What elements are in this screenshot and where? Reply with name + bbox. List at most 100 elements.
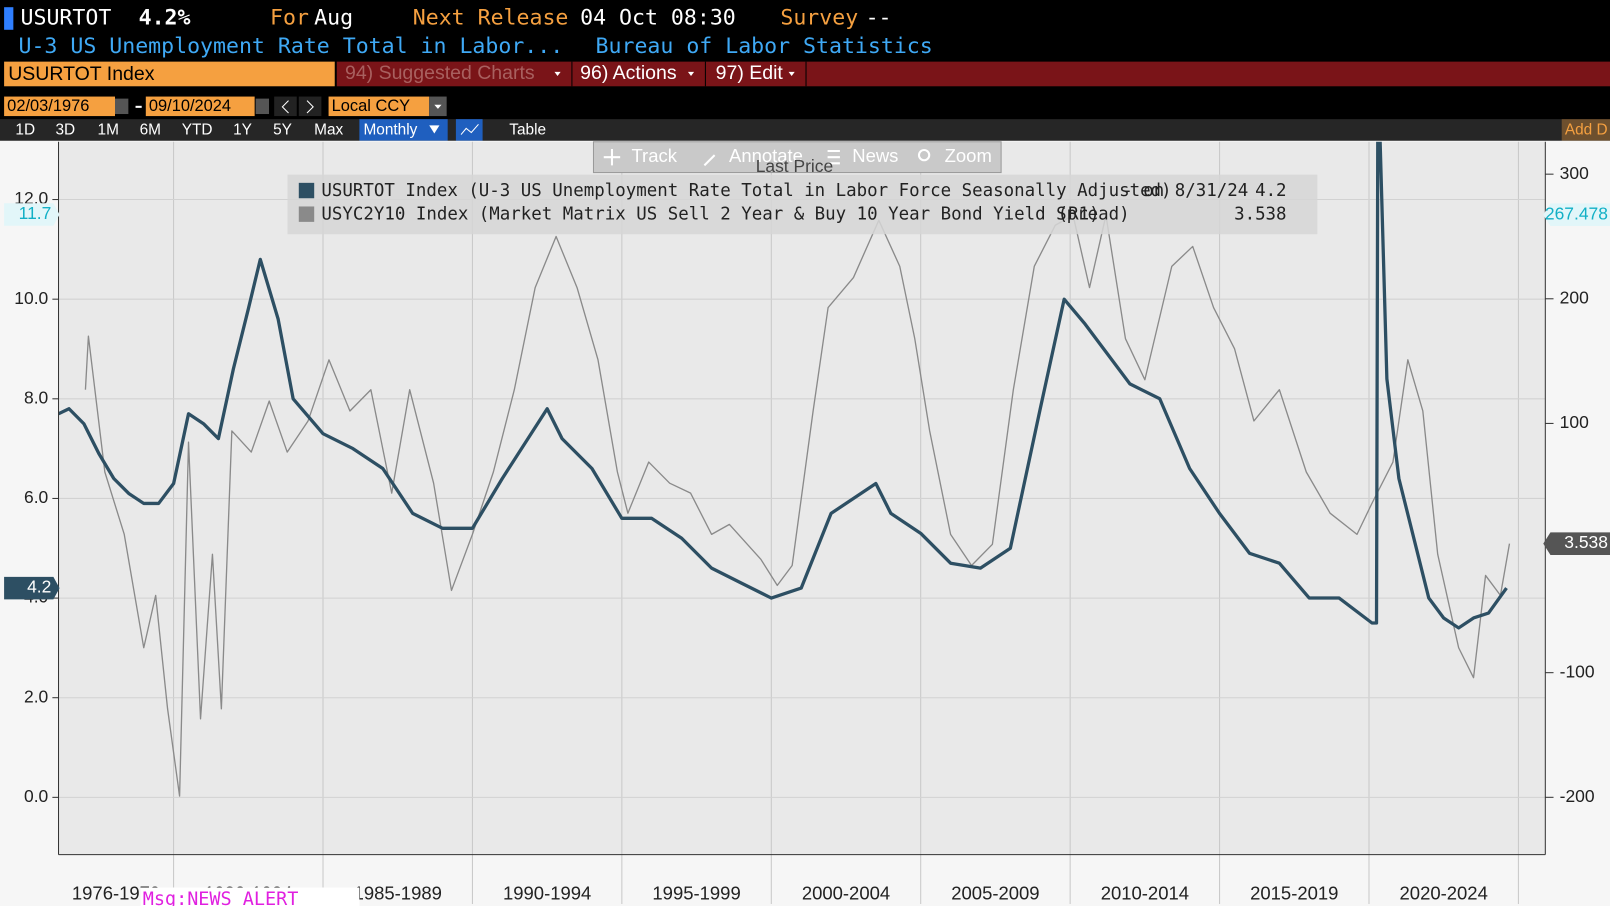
start-date-field[interactable] bbox=[4, 96, 116, 117]
legend-note: - on 8/31/24 bbox=[1122, 181, 1248, 201]
dropdown-arrow bbox=[434, 104, 442, 109]
x-period-label: 2015-2019 bbox=[1250, 883, 1338, 904]
add-button[interactable] bbox=[1561, 119, 1610, 141]
frequency: Monthly bbox=[363, 122, 417, 139]
period-button[interactable]: 1M bbox=[98, 122, 119, 139]
y2-tick-label: 300 bbox=[1560, 163, 1589, 183]
release-value: 04 Oct 08:30 bbox=[580, 5, 736, 30]
chart-tools: Track Annotate News Zoom Last Price bbox=[287, 141, 1318, 235]
currency-field[interactable] bbox=[328, 96, 430, 117]
survey-value: -- bbox=[866, 5, 892, 30]
period-button[interactable]: 6M bbox=[140, 122, 161, 139]
series-line bbox=[84, 214, 1511, 797]
menu-bar bbox=[336, 61, 1610, 87]
start-date: 02/03/1976 bbox=[7, 97, 89, 115]
frequency-button[interactable] bbox=[359, 119, 448, 141]
y-tick-label: 12.0 bbox=[14, 188, 48, 208]
end-date-field[interactable] bbox=[145, 96, 255, 117]
prev-button[interactable] bbox=[274, 96, 297, 117]
header: USURTOT 4.2% For Aug Next Release 04 Oct… bbox=[4, 5, 933, 59]
menu[interactable]: 96) Actions bbox=[580, 62, 677, 84]
axis-marker bbox=[4, 576, 60, 600]
legend-label: USURTOT Index (U-3 US Unemployment Rate … bbox=[321, 181, 1171, 201]
x-period-label: 1976-1979 bbox=[72, 883, 160, 904]
axis-marker bbox=[4, 203, 60, 226]
axis-marker-label: 267.478 bbox=[1545, 203, 1608, 223]
tools-bar bbox=[592, 141, 1002, 174]
message: Msg:NEWS ALERT bbox=[143, 889, 299, 906]
source: Bureau of Labor Statistics bbox=[596, 34, 933, 59]
legend-label: USYC2Y10 Index (Market Matrix US Sell 2 … bbox=[321, 205, 1129, 225]
legend-swatch bbox=[298, 182, 315, 199]
tool-button[interactable]: News bbox=[852, 145, 898, 166]
caption: Last Price bbox=[756, 156, 834, 176]
axis-marker-label: 11.7 bbox=[19, 203, 52, 223]
axis-marker bbox=[1543, 203, 1610, 226]
tool-icons bbox=[603, 148, 840, 167]
survey-label: Survey bbox=[780, 5, 858, 30]
x-period-label: 1990-1994 bbox=[503, 883, 591, 904]
y-tick-label: 8.0 bbox=[24, 387, 49, 407]
series-line bbox=[58, 141, 1508, 630]
calendar-icon[interactable] bbox=[255, 98, 270, 115]
x-period-label: 2000-2004 bbox=[802, 883, 890, 904]
for-value: Aug bbox=[314, 5, 353, 30]
ticker-flag bbox=[4, 7, 14, 30]
zoom-icon bbox=[917, 148, 931, 162]
release-label: Next Release bbox=[413, 5, 569, 30]
description: U-3 US Unemployment Rate Total in Labor.… bbox=[18, 34, 563, 59]
axis-marker-label: 3.538 bbox=[1564, 532, 1608, 552]
next-button[interactable] bbox=[298, 96, 322, 117]
axis-marker bbox=[1543, 532, 1610, 555]
tool-button[interactable]: Track bbox=[631, 145, 677, 166]
period-button[interactable]: 1D bbox=[15, 122, 35, 139]
ticker: USURTOT bbox=[21, 5, 112, 30]
x-period-label: 1995-1999 bbox=[652, 883, 740, 904]
message-box bbox=[140, 887, 360, 906]
legend-box bbox=[287, 174, 1318, 235]
legend-note: (R1) bbox=[1058, 205, 1100, 225]
period-button[interactable]: 3D bbox=[55, 122, 75, 139]
y2-tick-label: -100 bbox=[1560, 661, 1595, 681]
tool-button[interactable]: Annotate bbox=[729, 145, 803, 166]
security: USURTOT Index bbox=[8, 63, 155, 85]
y2-tick-label: 100 bbox=[1560, 412, 1589, 432]
date-dash bbox=[135, 105, 142, 108]
currency: Local CCY bbox=[332, 97, 411, 115]
menu[interactable]: 94) Suggested Charts bbox=[345, 62, 535, 84]
legend-swatch bbox=[298, 206, 315, 222]
y2-tick-label: 200 bbox=[1560, 287, 1589, 307]
period-button[interactable]: 5Y bbox=[273, 122, 292, 139]
period-button[interactable]: Max bbox=[314, 122, 343, 139]
axis-marker-label: 4.2 bbox=[27, 577, 51, 597]
chart-type-button[interactable] bbox=[455, 119, 483, 141]
last-value: 4.2% bbox=[139, 5, 191, 30]
y-tick-label: 2.0 bbox=[24, 686, 49, 706]
y2-tick-label: -200 bbox=[1560, 786, 1595, 806]
menu[interactable]: 97) Edit bbox=[716, 62, 784, 84]
x-period-label: 2010-2014 bbox=[1101, 883, 1189, 904]
x-period-label: 2005-2009 bbox=[951, 883, 1039, 904]
table-button[interactable]: Table bbox=[509, 122, 546, 139]
next-arrow bbox=[306, 100, 314, 114]
end-date: 09/10/2024 bbox=[149, 97, 231, 115]
chart-icon bbox=[460, 123, 479, 135]
period-button[interactable]: 1Y bbox=[233, 122, 252, 139]
y-tick-label: 0.0 bbox=[24, 786, 49, 806]
toolbar: USURTOT Index 94) Suggested Charts 96) A… bbox=[0, 61, 1610, 141]
legend-last: 4.2 bbox=[1255, 181, 1286, 201]
calendar-icon[interactable] bbox=[115, 98, 129, 115]
period-button[interactable]: YTD bbox=[182, 122, 213, 139]
tool-button[interactable]: Zoom bbox=[945, 145, 992, 166]
legend-last: 3.538 bbox=[1234, 205, 1286, 225]
y-tick-label: 6.0 bbox=[24, 487, 49, 507]
y-tick-label: 10.0 bbox=[14, 288, 48, 308]
prev-arrow bbox=[281, 100, 289, 114]
x-period-label: 1985-1989 bbox=[354, 883, 442, 904]
security-field[interactable] bbox=[4, 61, 335, 87]
dropdown-arrow bbox=[429, 125, 440, 134]
add-label: Add D bbox=[1565, 122, 1608, 139]
x-period-label: 2020-2024 bbox=[1400, 883, 1488, 904]
